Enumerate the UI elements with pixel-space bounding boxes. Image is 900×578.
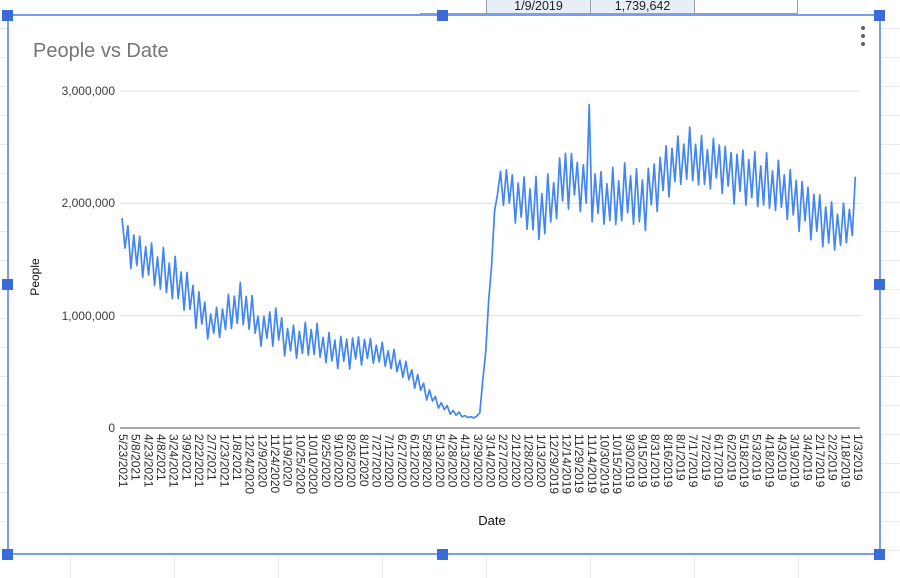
x-tick-label: 12/29/2019: [546, 434, 561, 495]
x-tick-label: 9/25/2020: [318, 434, 333, 488]
selection-handle-top-center[interactable]: [437, 10, 448, 21]
x-tick-label: 8/11/2020: [356, 434, 371, 487]
x-tick-label: 9/10/2020: [331, 434, 346, 488]
x-tick-label: 10/25/2020: [293, 434, 308, 495]
y-axis-title: People: [28, 258, 42, 296]
y-tick-label: 0: [108, 421, 115, 435]
y-tick-label: 2,000,000: [61, 196, 115, 211]
x-tick-label: 2/17/2019: [812, 434, 827, 488]
selection-handle-bottom-left[interactable]: [2, 549, 13, 560]
x-tick-label: 6/27/2020: [394, 434, 409, 488]
chart[interactable]: People vs Date People Date 0 1,000,000 2,0…: [7, 14, 881, 555]
x-tick-label: 7/17/2019: [686, 434, 701, 488]
sheet-column-line: [486, 555, 487, 578]
y-tick-label: 1,000,000: [61, 308, 115, 323]
x-tick-label: 4/8/2021: [154, 434, 169, 481]
chart-options-menu-icon[interactable]: [856, 25, 870, 65]
sheet-column-line: [694, 555, 695, 578]
x-tick-label: 1/23/2021: [217, 434, 232, 488]
x-tick-label: 11/29/2019: [572, 434, 587, 494]
x-tick-label: 10/10/2020: [306, 434, 321, 495]
x-tick-label: 3/19/2019: [787, 434, 802, 488]
x-tick-label: 2/27/2020: [496, 434, 511, 488]
x-tick-label: 6/12/2020: [407, 434, 422, 488]
x-tick-label: 5/18/2019: [736, 434, 751, 488]
x-tick-label: 4/3/2019: [774, 434, 789, 481]
x-tick-label: 10/30/2019: [597, 434, 612, 495]
x-tick-label: 10/15/2019: [610, 434, 625, 495]
selection-handle-bottom-center[interactable]: [437, 549, 448, 560]
sheet-cells-row: 1/9/2019 1,739,642: [420, 0, 798, 14]
x-tick-label: 3/9/2021: [179, 434, 194, 481]
x-tick-label: 7/12/2020: [382, 434, 397, 488]
x-tick-label: 5/23/2021: [116, 434, 130, 488]
x-tick-label: 1/18/2019: [838, 434, 853, 488]
x-tick-label: 5/13/2020: [432, 434, 447, 488]
selection-handle-top-left[interactable]: [2, 10, 13, 21]
sheet-cell-empty-right[interactable]: [694, 0, 798, 13]
sheet-column-line: [174, 555, 175, 578]
x-tick-label: 1/3/2019: [850, 434, 865, 481]
chart-title: People vs Date: [33, 40, 169, 62]
x-tick-label: 9/15/2019: [635, 434, 650, 488]
x-tick-label: 3/4/2019: [800, 434, 815, 481]
selection-handle-bottom-right[interactable]: [874, 549, 885, 560]
x-axis-title: Date: [478, 513, 506, 528]
x-tick-label: 3/14/2020: [483, 434, 498, 488]
x-tick-label: 4/28/2020: [445, 434, 460, 488]
x-tick-label: 11/14/2019: [584, 434, 599, 494]
x-tick-label: 2/22/2021: [192, 434, 207, 488]
x-tick-label: 5/8/2021: [128, 434, 143, 481]
selection-handle-middle-left[interactable]: [2, 279, 13, 290]
x-tick-label: 7/2/2019: [698, 434, 713, 481]
x-tick-label: 7/27/2020: [369, 434, 384, 488]
sheet-column-line: [382, 555, 383, 578]
sheet-cell-empty-left[interactable]: [420, 0, 486, 13]
x-tick-label: 12/9/2020: [255, 434, 270, 488]
x-tick-label: 11/9/2020: [280, 434, 295, 487]
x-tick-label: 2/7/2021: [204, 434, 219, 481]
x-tick-label: 5/28/2020: [420, 434, 435, 488]
sheet-column-line: [590, 555, 591, 578]
x-tick-label: 12/24/2020: [242, 434, 257, 495]
x-tick-label: 8/26/2020: [344, 434, 359, 488]
sheet-cell-people-value[interactable]: 1,739,642: [590, 0, 694, 13]
x-tick-label: 3/29/2020: [470, 434, 485, 488]
x-tick-label: 8/16/2019: [660, 434, 675, 488]
x-tick-label: 12/14/2019: [559, 434, 574, 495]
x-tick-label: 4/23/2021: [141, 434, 156, 488]
x-tick-label: 6/17/2019: [711, 434, 726, 488]
x-tick-label: 8/1/2019: [673, 434, 688, 481]
x-tick-label: 1/8/2021: [230, 434, 245, 481]
x-tick-label: 2/12/2020: [508, 434, 523, 488]
x-tick-label: 11/24/2020: [268, 434, 283, 494]
selection-handle-middle-right[interactable]: [874, 279, 885, 290]
x-tick-label: 6/2/2019: [724, 434, 739, 481]
x-tick-label: 5/3/2019: [749, 434, 764, 481]
plot-area: [120, 90, 860, 429]
x-tick-label: 1/13/2020: [534, 434, 549, 488]
x-tick-label: 2/2/2019: [825, 434, 840, 481]
x-tick-label: 4/18/2019: [762, 434, 777, 488]
x-tick-label: 9/30/2019: [622, 434, 637, 488]
sheet-column-line: [278, 555, 279, 578]
sheet-column-line: [798, 555, 799, 578]
line-series-people: [121, 103, 857, 419]
x-tick-label: 3/24/2021: [166, 434, 181, 488]
selection-handle-top-right[interactable]: [874, 10, 885, 21]
x-tick-label: 8/31/2019: [648, 434, 663, 488]
sheet-column-line: [70, 555, 71, 578]
y-tick-label: 3,000,000: [61, 84, 115, 98]
sheet-cell-date[interactable]: 1/9/2019: [486, 0, 590, 13]
x-tick-label: 1/28/2020: [521, 434, 536, 488]
x-tick-label: 4/13/2020: [458, 434, 473, 488]
